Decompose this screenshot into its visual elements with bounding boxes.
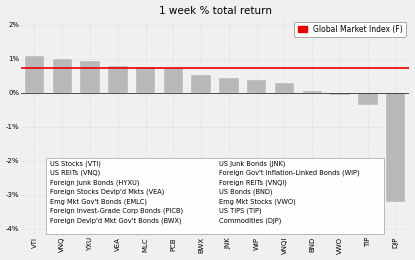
Bar xyxy=(247,80,266,93)
Text: Foreign Invest-Grade Corp Bonds (PICB): Foreign Invest-Grade Corp Bonds (PICB) xyxy=(50,208,183,214)
Bar xyxy=(219,78,239,93)
Legend: Global Market Index (F): Global Market Index (F) xyxy=(295,22,405,37)
FancyBboxPatch shape xyxy=(46,158,384,233)
Bar xyxy=(80,61,100,93)
Text: US REITs (VNQ): US REITs (VNQ) xyxy=(50,170,100,177)
Text: US Bonds (BND): US Bonds (BND) xyxy=(219,189,272,195)
Text: US Junk Bonds (JNK): US Junk Bonds (JNK) xyxy=(219,160,285,167)
Text: US Stocks (VTI): US Stocks (VTI) xyxy=(50,160,100,167)
Bar xyxy=(303,91,322,93)
Text: Emg Mkt Stocks (VWO): Emg Mkt Stocks (VWO) xyxy=(219,198,295,205)
Bar xyxy=(108,66,127,93)
Bar xyxy=(53,59,72,93)
Bar xyxy=(358,93,378,105)
Text: Foreign Devlp'd Mkt Gov't Bonds (BWX): Foreign Devlp'd Mkt Gov't Bonds (BWX) xyxy=(50,217,181,224)
Text: Foreign Junk Bonds (HYXU): Foreign Junk Bonds (HYXU) xyxy=(50,179,139,186)
Text: Foreign REITs (VNQI): Foreign REITs (VNQI) xyxy=(219,179,287,186)
Title: 1 week % total return: 1 week % total return xyxy=(159,5,271,16)
Bar xyxy=(330,93,350,95)
Bar xyxy=(25,56,44,93)
Text: Foreign Stocks Devlp'd Mkts (VEA): Foreign Stocks Devlp'd Mkts (VEA) xyxy=(50,189,164,195)
Text: Foreign Gov't Inflation-Linked Bonds (WIP): Foreign Gov't Inflation-Linked Bonds (WI… xyxy=(219,170,359,177)
Bar xyxy=(164,68,183,93)
Bar xyxy=(191,75,211,93)
Text: Commodities (DJP): Commodities (DJP) xyxy=(219,217,281,224)
Bar xyxy=(386,93,405,202)
Text: Emg Mkt Gov't Bonds (EMLC): Emg Mkt Gov't Bonds (EMLC) xyxy=(50,198,147,205)
Bar xyxy=(275,83,294,93)
Bar xyxy=(136,67,155,93)
Text: US TIPS (TIP): US TIPS (TIP) xyxy=(219,208,261,214)
